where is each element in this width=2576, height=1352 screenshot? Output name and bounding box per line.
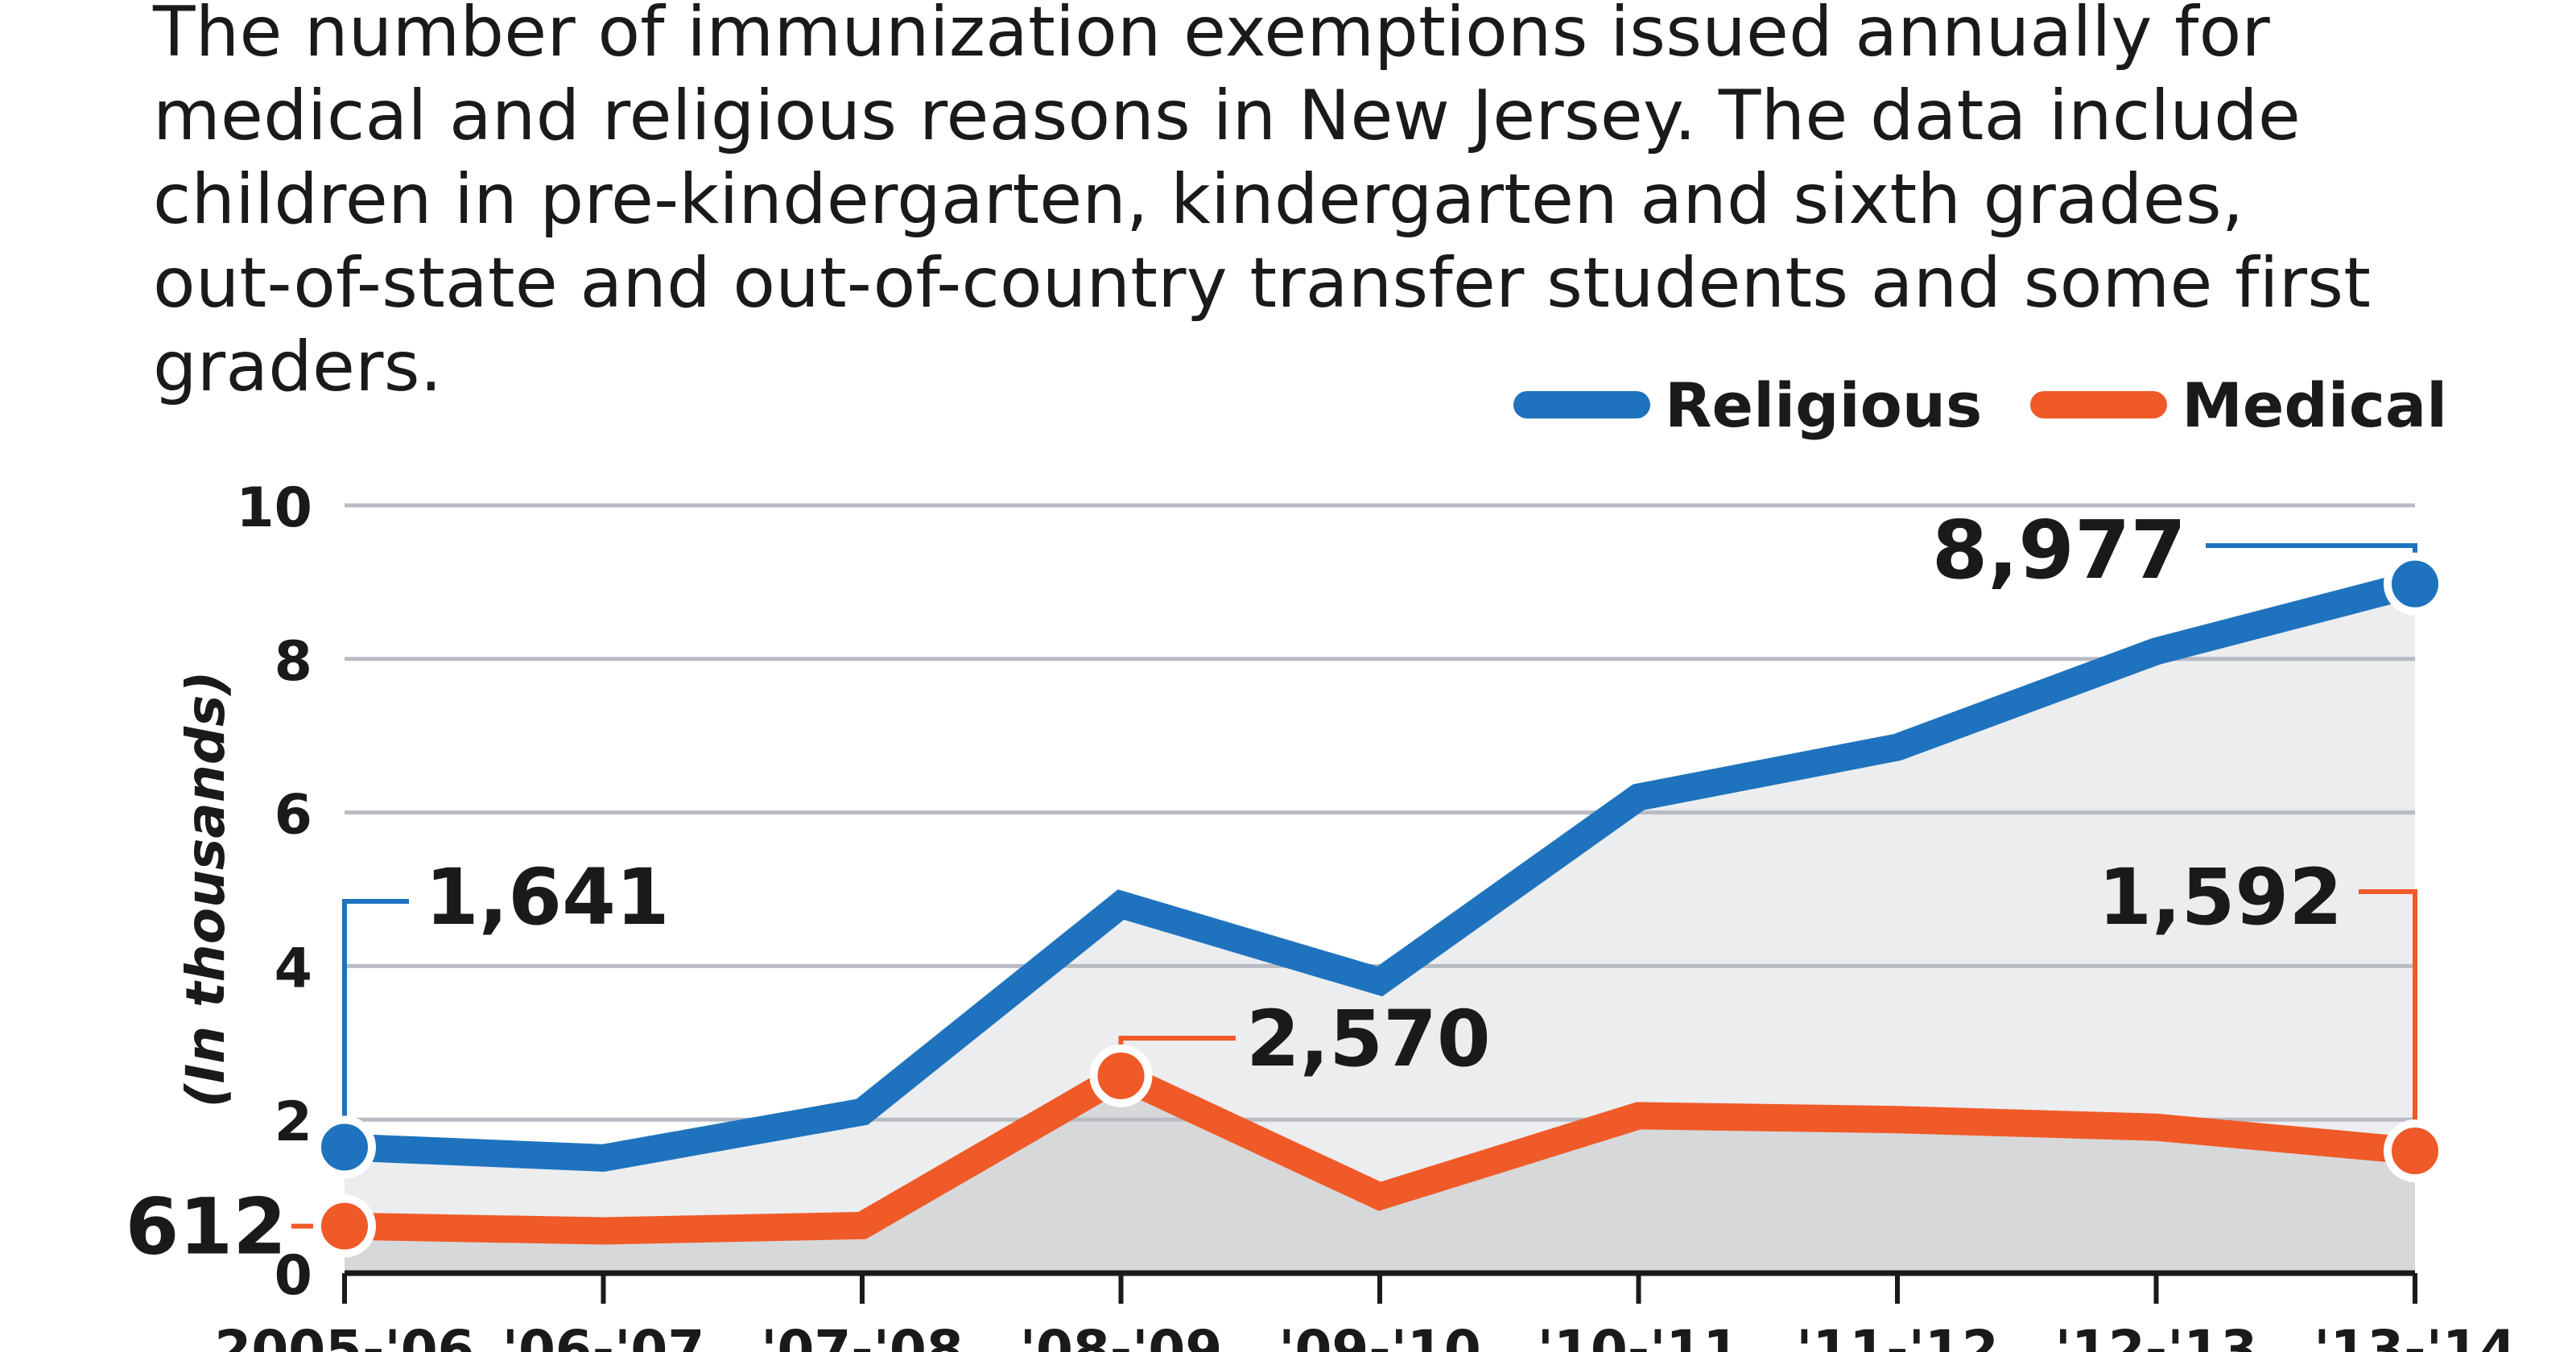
x-tick-label-6: '11-'12 (1796, 1319, 1999, 1352)
legend-item-religious: Religious (1513, 369, 1982, 441)
data-marker-religious-0 (313, 1115, 376, 1179)
legend-swatch-medical (2030, 391, 2168, 418)
x-tick-label-1: '06-'07 (502, 1319, 705, 1352)
data-marker-medical-8 (2384, 1119, 2446, 1183)
legend-swatch-religious (1513, 391, 1650, 418)
data-label-medical-0: 612 (126, 1182, 287, 1272)
x-tick-label-8: '13-'14 (2314, 1319, 2516, 1352)
data-marker-medical-0 (313, 1194, 376, 1258)
x-tick-label-4: '09-'10 (1278, 1319, 1481, 1352)
y-tick-label-2: 2 (275, 1090, 312, 1154)
data-label-medical-8: 1,592 (2098, 852, 2343, 942)
y-tick-label-0: 0 (275, 1244, 312, 1308)
y-tick-label-6: 6 (275, 784, 312, 847)
data-label-religious-0: 1,641 (425, 852, 670, 942)
data-label-medical-3: 2,570 (1246, 994, 1491, 1084)
x-tick-label-3: '08-'09 (1020, 1319, 1223, 1352)
y-axis-label: (In thousands) (175, 670, 237, 1107)
data-marker-religious-8 (2384, 552, 2446, 616)
y-tick-label-10: 10 (236, 476, 312, 540)
chart-legend: Religious Medical (1513, 361, 2496, 449)
series-line-medical (344, 1060, 2417, 1245)
data-marker-medical-3 (1089, 1044, 1153, 1107)
y-tick-label-4: 4 (275, 937, 312, 1000)
data-label-religious-8: 8,977 (1932, 503, 2186, 597)
legend-label-medical: Medical (2182, 369, 2448, 441)
x-tick-label-5: '10-'11 (1538, 1319, 1740, 1352)
legend-label-religious: Religious (1665, 369, 1983, 441)
plot-area: 0 2 4 6 8 10 (In thousands) 2005-'06 '06-'07 '07-… (126, 476, 2516, 1352)
x-tick-label-7: '12-'13 (2055, 1319, 2258, 1352)
chart-subtitle: The number of immunization exemptions is… (153, 0, 2372, 407)
x-tick-label-2: '07-'08 (761, 1319, 964, 1352)
series-line-religious (344, 571, 2419, 1172)
x-tick-label-0: 2005-'06 (214, 1319, 474, 1352)
y-tick-label-8: 8 (275, 630, 312, 694)
legend-item-medical: Medical (2030, 369, 2447, 441)
callout-leader-religious-0 (342, 899, 409, 1148)
callout-leader-medical-8 (2359, 889, 2417, 1152)
